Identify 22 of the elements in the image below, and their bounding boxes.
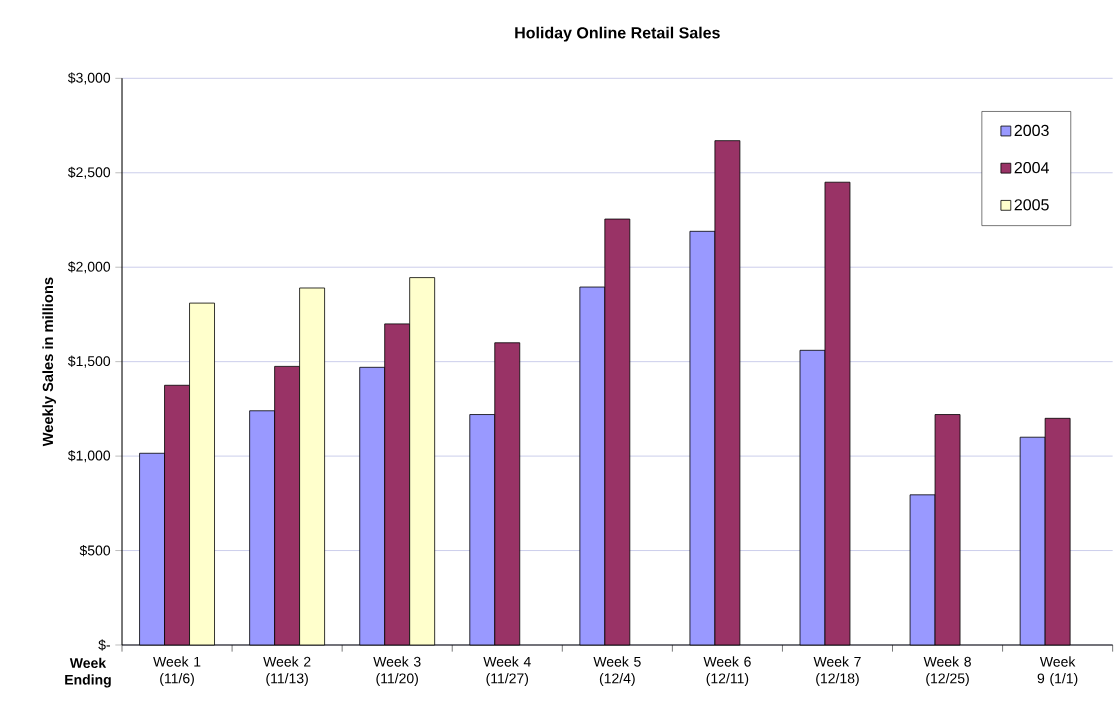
x-tick-label: Week 1 (11/6)	[153, 656, 201, 687]
y-tick-label: $2,000	[67, 261, 111, 274]
x-tick-label: Week 7 (12/18)	[813, 656, 861, 687]
chart-title: Holiday Online Retail Sales	[515, 26, 720, 42]
y-axis-title: Weekly Sales in millions	[42, 277, 56, 447]
x-tick-label: Week 9 (1/1)	[1037, 656, 1078, 687]
y-tick-label: $1,500	[67, 355, 111, 368]
legend-label: 2003	[1014, 124, 1049, 137]
x-tick-label: Week 3 (11/20)	[373, 656, 421, 687]
y-tick-label: $1,000	[67, 450, 111, 463]
x-tick-label: Week 6 (12/11)	[703, 656, 751, 687]
x-tick-label: Week 4 (11/27)	[483, 656, 531, 687]
y-tick-label: $2,500	[67, 166, 111, 179]
y-tick-label: $-	[98, 639, 110, 651]
y-tick-label: $500	[79, 544, 111, 557]
x-axis-title: Week Ending	[65, 657, 111, 688]
x-tick-label: Week 5 (12/4)	[593, 656, 641, 687]
x-tick-label: Week 2 (11/13)	[263, 656, 311, 687]
legend-label: 2005	[1014, 199, 1049, 211]
y-tick-label: $3,000	[67, 72, 111, 85]
x-tick-label: Week 8 (12/25)	[923, 656, 971, 687]
legend-label: 2004	[1014, 161, 1049, 174]
